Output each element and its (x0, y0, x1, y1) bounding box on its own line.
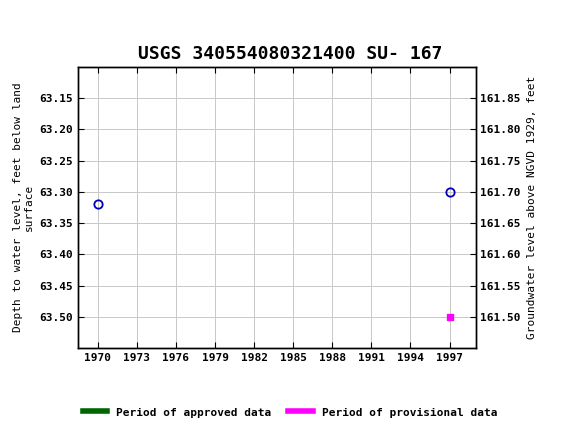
Text: USGS: USGS (38, 12, 85, 27)
FancyBboxPatch shape (2, 3, 57, 36)
Y-axis label: Depth to water level, feet below land
surface: Depth to water level, feet below land su… (13, 83, 34, 332)
Y-axis label: Groundwater level above NGVD 1929, feet: Groundwater level above NGVD 1929, feet (527, 76, 536, 339)
Text: USGS 340554080321400 SU- 167: USGS 340554080321400 SU- 167 (138, 45, 442, 63)
Legend: Period of approved data, Period of provisional data: Period of approved data, Period of provi… (78, 402, 502, 422)
